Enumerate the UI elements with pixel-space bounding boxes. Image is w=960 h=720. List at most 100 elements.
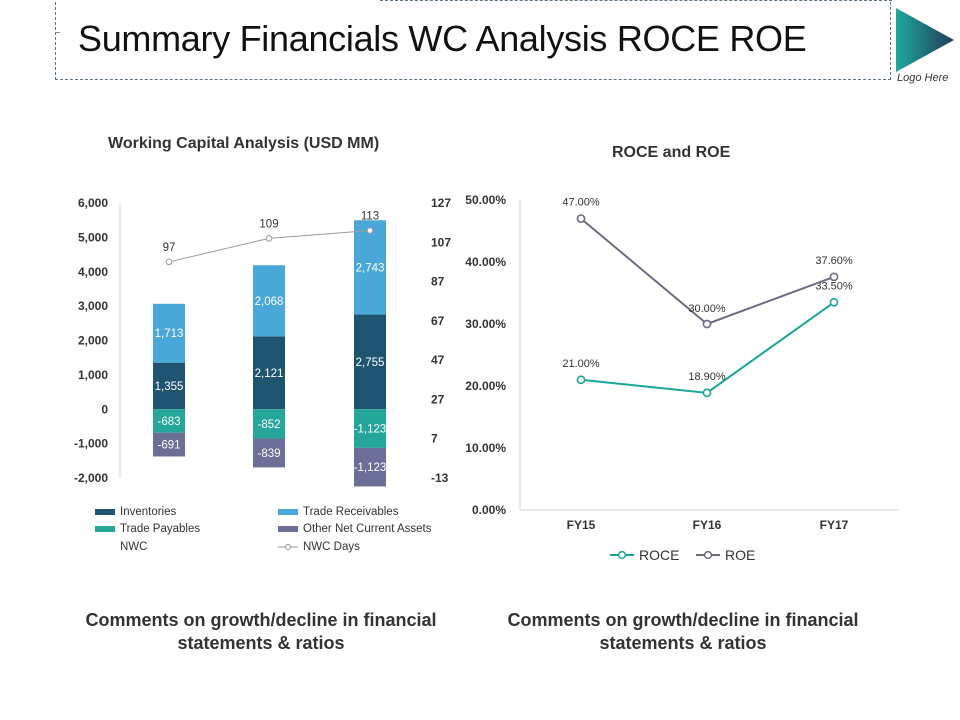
wc-bar-segment [354, 409, 386, 448]
wc-bar-data-label: -1,123 [354, 424, 387, 436]
wc-nwc-days-point [265, 235, 273, 242]
legend-swatch-nwc [95, 544, 115, 550]
legend-swatch-nwc-days [278, 543, 298, 551]
wc-bar-segment [253, 336, 285, 410]
roce-series-point [829, 272, 839, 282]
page-title: Summary Financials WC Analysis ROCE ROE [78, 18, 807, 59]
title-tick [55, 32, 60, 33]
wc-right-tick-label: 47 [431, 353, 445, 367]
wc-bar-data-label: 2,068 [255, 296, 284, 308]
title-frame [55, 2, 891, 80]
roce-series-point [576, 214, 586, 223]
wc-nwc-days-point [366, 227, 374, 234]
wc-bar-data-label: 2,755 [356, 357, 385, 369]
wc-chart-title: Working Capital Analysis (USD MM) [108, 135, 380, 152]
logo-triangle-icon [896, 8, 954, 72]
legend-label: Trade Receivables [303, 506, 399, 518]
roce-y-tick-label: 30.00% [465, 317, 506, 331]
roce-data-label: 37.60% [815, 255, 853, 267]
wc-bar-segment [354, 447, 386, 487]
wc-bar-data-label: -1,123 [354, 462, 387, 474]
wc-bar-segment [253, 438, 285, 468]
wc-right-tick-label: 87 [431, 275, 445, 289]
wc-bar-data-label: -691 [157, 440, 180, 452]
wc-chart: 6,000 5,000 4,000 3,000 2,000 1,000 0 -1,000 -2,… [74, 196, 451, 487]
wc-bar-data-label: -839 [257, 448, 280, 460]
wc-right-tick-label: 7 [431, 432, 438, 446]
roce-series-point [702, 319, 712, 329]
roce-x-tick-label: FY15 [567, 518, 596, 532]
roce-x-tick-label: FY16 [693, 518, 722, 532]
legend-trade-payables: Trade Payables [95, 523, 200, 535]
legend-swatch-other-nca [278, 526, 298, 532]
legend-label: Other Net Current Assets [303, 523, 432, 535]
wc-left-tick-label: 2,000 [78, 334, 108, 348]
legend-label: NWC Days [303, 541, 360, 553]
wc-left-tick-label: 1,000 [78, 368, 108, 382]
roce-y-tick-label: 40.00% [465, 255, 506, 269]
legend-swatch-trade-receivables [278, 509, 298, 515]
wc-left-tick-label: 0 [101, 402, 108, 416]
wc-bar-segment [153, 303, 185, 363]
wc-bar-data-label: 2,743 [356, 262, 385, 274]
roce-chart-title: ROCE and ROE [612, 144, 731, 161]
roce-series-point [702, 388, 712, 398]
legend-label: NWC [120, 541, 148, 553]
wc-nwc-days-label: 97 [163, 242, 176, 254]
roce-data-label: 30.00% [688, 303, 726, 315]
roce-data-label: 47.00% [562, 197, 600, 209]
wc-right-tick-label: 27 [431, 392, 445, 406]
legend-label: Inventories [120, 506, 177, 518]
wc-right-tick-label: 127 [431, 196, 451, 210]
roce-legend-marker [703, 550, 713, 560]
wc-bar-segment [153, 432, 185, 457]
legend-nwc: NWC [95, 541, 147, 553]
roce-legend-marker [617, 550, 627, 560]
roce-y-tick-label: 0.00% [472, 503, 506, 517]
wc-nwc-days-label: 109 [259, 218, 278, 230]
roce-data-label: 21.00% [562, 358, 600, 370]
legend-trade-receivables: Trade Receivables [278, 506, 398, 518]
wc-bar-data-label: 2,121 [255, 368, 284, 380]
wc-right-tick-label: 67 [431, 314, 445, 328]
legend-label: Trade Payables [120, 523, 201, 535]
legend-swatch-trade-payables [95, 526, 115, 532]
roce-chart: 50.00% 40.00% 30.00% 20.00% 10.00% 0.00% FY15 F… [465, 193, 898, 563]
roce-data-label: 33.50% [815, 280, 853, 292]
wc-left-tick-label: -1,000 [74, 437, 108, 451]
comment-right: Comments on growth/decline in financial … [507, 610, 859, 653]
logo-text: Logo Here [897, 72, 949, 84]
roce-y-tick-label: 50.00% [465, 193, 506, 207]
wc-left-tick-label: 6,000 [78, 196, 108, 210]
roce-series-point [576, 375, 586, 385]
comment-left: Comments on growth/decline in financial … [85, 610, 437, 653]
legend-inventories: Inventories [95, 506, 176, 518]
wc-left-tick-label: 3,000 [78, 299, 108, 313]
wc-bar-segment [153, 409, 185, 433]
roce-legend-label: ROE [725, 547, 755, 563]
wc-bar-segment [354, 314, 386, 410]
wc-bar-segment [253, 265, 285, 337]
roce-legend-label: ROCE [639, 547, 679, 563]
wc-bar-data-label: -683 [157, 416, 180, 428]
legend-other-nca: Other Net Current Assets [278, 523, 431, 535]
wc-left-tick-label: 4,000 [78, 265, 108, 279]
wc-bar-data-label: 1,355 [155, 381, 184, 393]
roce-data-label: 18.90% [688, 371, 726, 383]
wc-nwc-days-point [165, 258, 173, 266]
title-frame-top-border [380, 0, 892, 1]
wc-bar-segment [253, 409, 285, 439]
legend-nwc-days: NWC Days [278, 541, 360, 553]
wc-right-tick-label: 107 [431, 235, 451, 249]
wc-nwc-days-label: 113 [361, 211, 379, 223]
wc-left-tick-label: -2,000 [74, 471, 108, 485]
wc-bar-data-label: 1,713 [155, 328, 184, 340]
wc-left-tick-label: 5,000 [78, 230, 108, 244]
roce-y-tick-label: 10.00% [465, 441, 506, 455]
legend-swatch-inventories [95, 509, 115, 515]
wc-bar-segment [354, 220, 386, 315]
roce-y-tick-label: 20.00% [465, 379, 506, 393]
wc-bar-data-label: -852 [257, 419, 280, 431]
wc-bar-segment [153, 362, 185, 410]
roce-x-tick-label: FY17 [820, 518, 849, 532]
